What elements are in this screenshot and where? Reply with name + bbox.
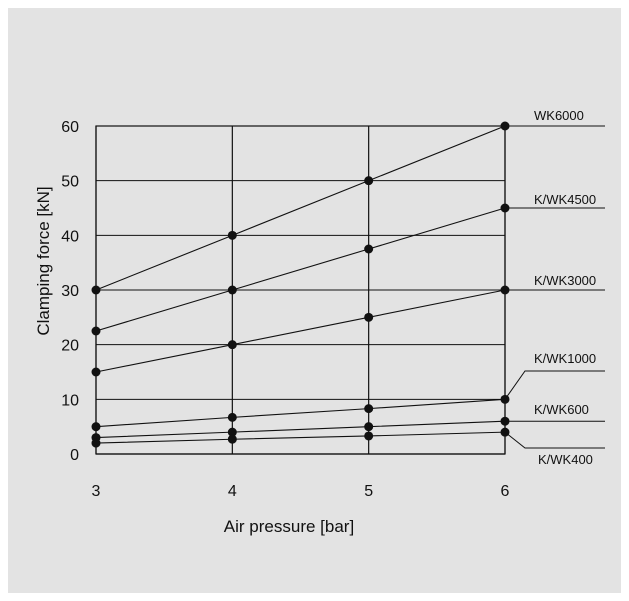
data-point	[91, 367, 101, 377]
data-point	[91, 438, 101, 448]
series-labels: WK6000 K/WK4500 K/WK3000 K/WK1000 K/WK600 K/W…	[534, 108, 596, 467]
series-label: K/WK1000	[534, 351, 596, 366]
label-leaders	[504, 125, 605, 449]
data-point	[91, 285, 101, 295]
data-points	[91, 121, 510, 448]
x-tick-label: 3	[92, 483, 101, 500]
label-leader	[504, 370, 605, 400]
y-tick-label: 50	[61, 174, 79, 191]
y-tick-label: 40	[61, 228, 79, 245]
data-point	[227, 230, 237, 240]
data-point	[227, 412, 237, 422]
data-point	[227, 340, 237, 350]
y-axis-label: Clamping force [kN]	[34, 186, 53, 335]
grid	[95, 125, 506, 455]
series-line	[95, 398, 506, 428]
y-tick-label: 0	[70, 447, 79, 464]
data-point	[364, 244, 374, 254]
tick-labels: 0 10 20 30 40 50 60 3 4 5 6	[61, 119, 509, 500]
series-lines	[95, 125, 506, 444]
label-leader	[504, 431, 605, 449]
series-label: K/WK400	[538, 452, 593, 467]
data-point	[364, 404, 374, 414]
x-axis-label: Air pressure [bar]	[224, 517, 354, 536]
data-point	[364, 176, 374, 186]
x-tick-label: 4	[228, 483, 237, 500]
series-line	[95, 420, 506, 439]
x-tick-label: 6	[501, 483, 510, 500]
y-tick-label: 20	[61, 338, 79, 355]
series-label: WK6000	[534, 108, 584, 123]
data-point	[91, 422, 101, 432]
series-line	[95, 125, 506, 291]
y-tick-label: 30	[61, 283, 79, 300]
chart-panel: WK6000 K/WK4500 K/WK3000 K/WK1000 K/WK600 K/W…	[8, 8, 621, 593]
series-label: K/WK4500	[534, 192, 596, 207]
series-line	[95, 289, 506, 373]
data-point	[91, 326, 101, 336]
y-tick-label: 10	[61, 392, 79, 409]
data-point	[227, 434, 237, 444]
series-line	[95, 431, 506, 444]
data-point	[364, 422, 374, 432]
y-tick-label: 60	[61, 119, 79, 136]
data-point	[227, 427, 237, 437]
x-tick-label: 5	[364, 483, 373, 500]
series-line	[95, 207, 506, 332]
data-point	[364, 431, 374, 441]
data-point	[227, 285, 237, 295]
series-label: K/WK3000	[534, 273, 596, 288]
series-label: K/WK600	[534, 402, 589, 417]
data-point	[364, 312, 374, 322]
clamping-force-chart: WK6000 K/WK4500 K/WK3000 K/WK1000 K/WK600 K/W…	[34, 108, 605, 536]
